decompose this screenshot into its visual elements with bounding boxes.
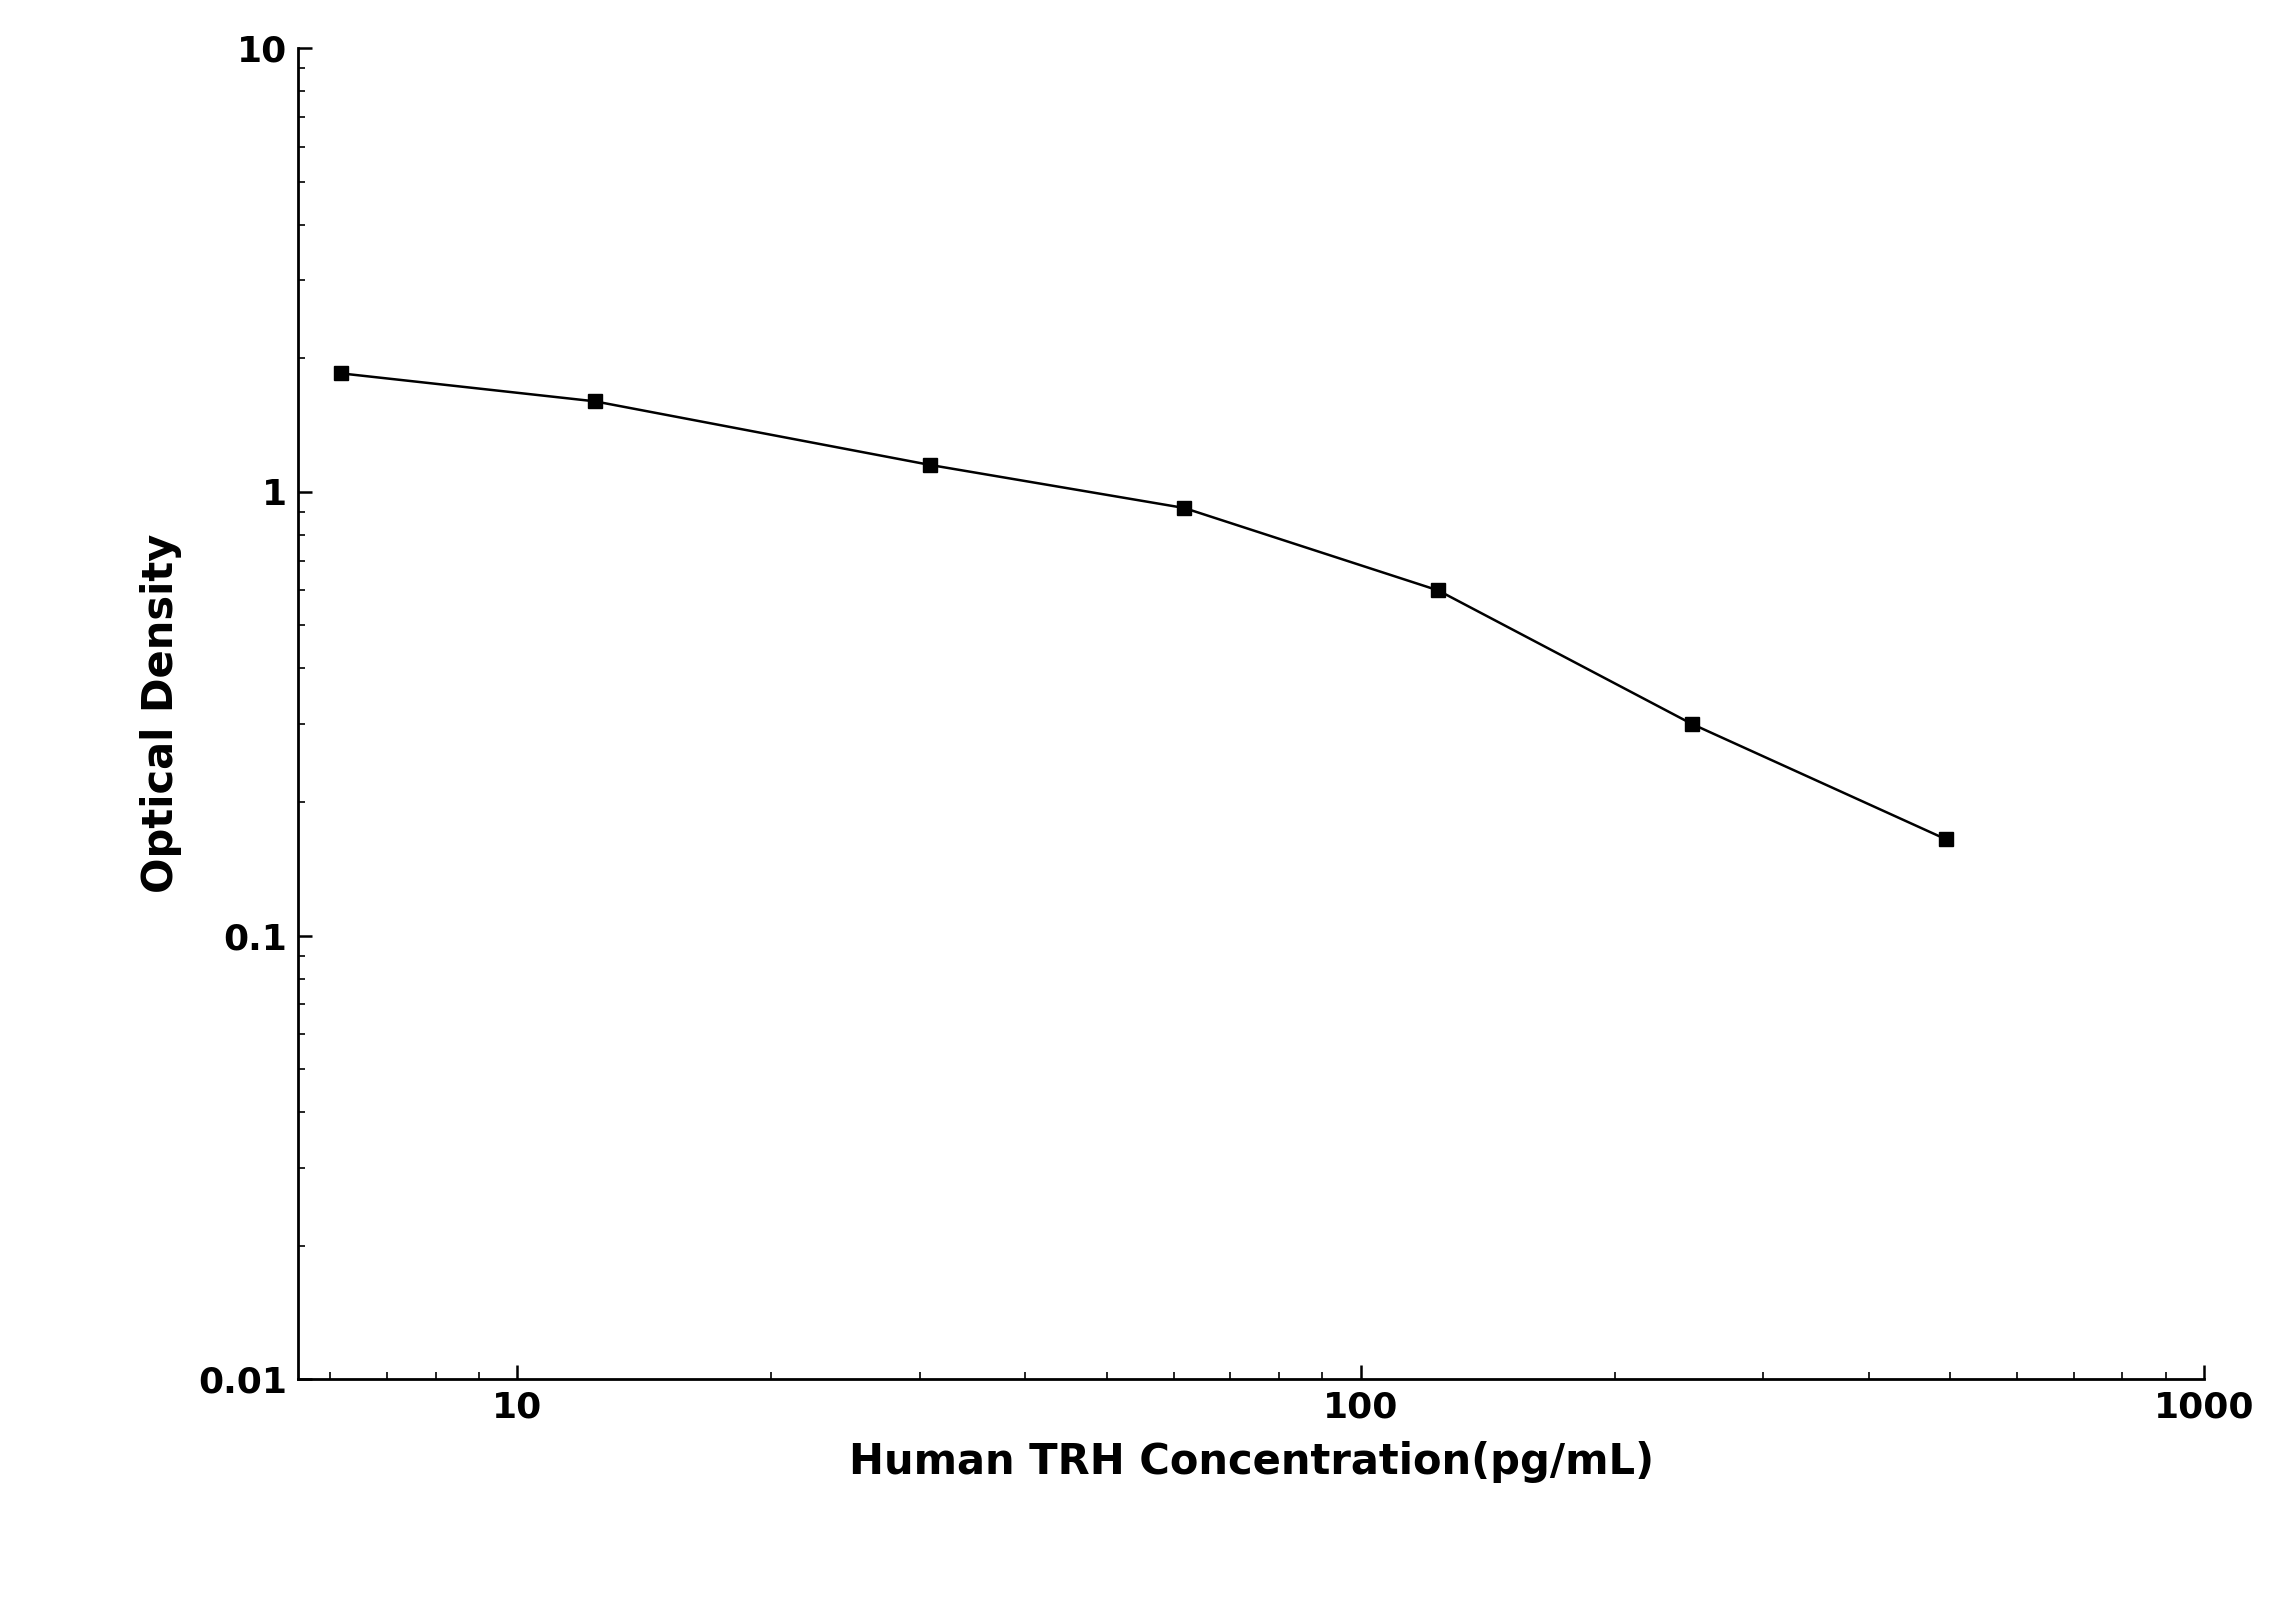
Y-axis label: Optical Density: Optical Density (140, 534, 181, 893)
X-axis label: Human TRH Concentration(pg/mL): Human TRH Concentration(pg/mL) (850, 1442, 1653, 1484)
